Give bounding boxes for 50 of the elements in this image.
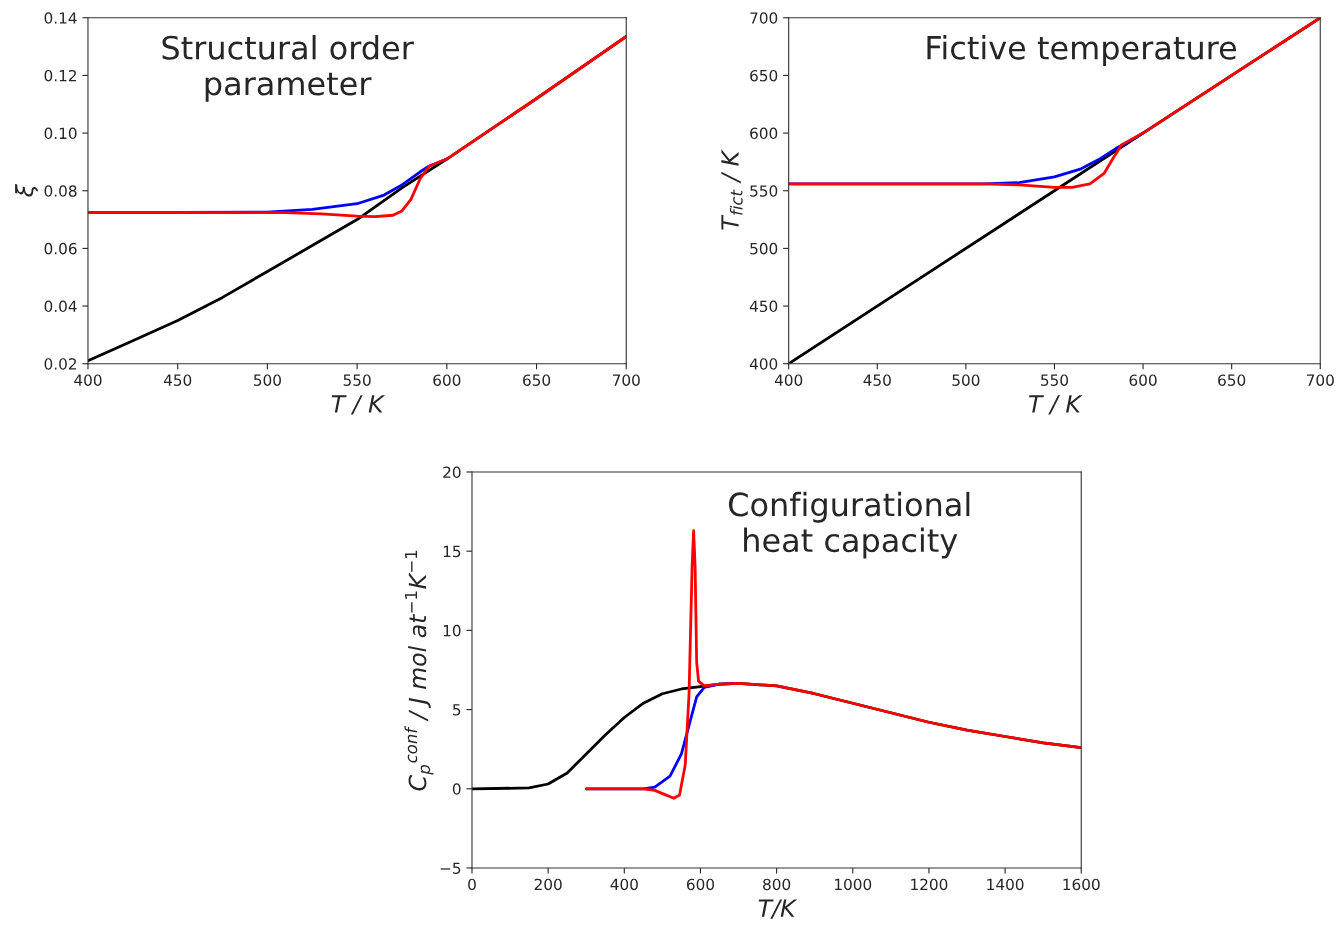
y-tick-label: 0.06 xyxy=(44,242,77,255)
y-tick-label: 500 xyxy=(750,242,778,255)
y-tick-label: 10 xyxy=(443,624,461,637)
y-tick-label: 5 xyxy=(453,704,461,716)
x-tick-label: 1000 xyxy=(835,878,872,891)
x-tick-label: 0 xyxy=(468,878,476,891)
annotation: Configurational heat capacity xyxy=(728,491,970,559)
x-tick-label: 800 xyxy=(763,878,791,891)
y-tick-label: 0.14 xyxy=(44,12,77,24)
x-tick-label: 1200 xyxy=(911,878,948,891)
y-tick-label: 0.02 xyxy=(44,358,77,370)
x-tick-label: 400 xyxy=(610,878,638,891)
y-axis-title: T$_{fict}$ / K xyxy=(721,149,743,230)
y-tick-label: 450 xyxy=(749,300,778,313)
y-tick-label: 0.12 xyxy=(44,69,77,82)
y-tick-label: 600 xyxy=(750,127,778,140)
x-tick-label: 550 xyxy=(343,374,371,386)
x-tick-label: 600 xyxy=(1129,374,1157,386)
x-tick-label: 650 xyxy=(1218,374,1246,386)
x-axis-title: T/K xyxy=(758,899,798,919)
x-tick-label: 1600 xyxy=(1063,878,1100,891)
y-axis-title: ξ xyxy=(15,184,38,197)
y-tick-label: 0.10 xyxy=(44,127,77,140)
y-tick-label: 15 xyxy=(443,545,461,558)
x-tick-label: 450 xyxy=(163,374,192,386)
x-tick-label: 400 xyxy=(74,374,102,386)
x-tick-label: 500 xyxy=(952,374,980,386)
y-tick-label: 0.08 xyxy=(44,185,77,197)
y-tick-label: 650 xyxy=(750,69,778,82)
x-tick-label: 650 xyxy=(523,374,551,386)
y-tick-label: 20 xyxy=(443,466,461,479)
x-tick-label: 550 xyxy=(1041,374,1069,386)
x-tick-label: 700 xyxy=(612,374,640,386)
y-tick-label: −5 xyxy=(440,862,461,874)
annotation: Structural order parameter xyxy=(162,35,414,102)
x-tick-label: 500 xyxy=(254,374,281,386)
y-tick-label: 0.04 xyxy=(44,300,77,313)
x-tick-label: 450 xyxy=(863,374,891,386)
x-tick-label: 600 xyxy=(686,878,715,891)
x-tick-label: 400 xyxy=(774,374,803,386)
y-tick-label: 550 xyxy=(750,185,778,197)
y-axis-title: C$_{p}$$^{conf}$ / J mol at$^{−1}$K$^{−1}$ xyxy=(404,550,434,791)
y-tick-label: 400 xyxy=(749,358,778,370)
y-tick-label: 0 xyxy=(452,783,461,795)
x-axis-title: T / K xyxy=(1029,395,1083,415)
x-tick-label: 1400 xyxy=(987,878,1024,891)
x-tick-label: 700 xyxy=(1306,374,1334,386)
y-tick-label: 700 xyxy=(750,12,778,24)
x-axis-title: T / K xyxy=(331,395,386,415)
x-tick-label: 200 xyxy=(534,878,562,891)
